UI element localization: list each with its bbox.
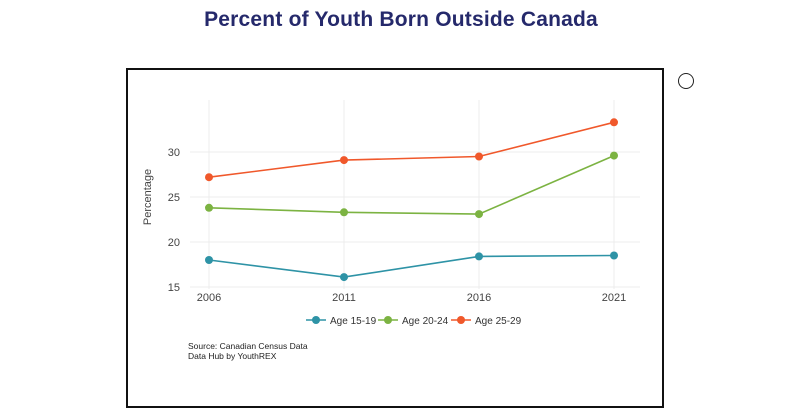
series-line-2 [208, 154, 615, 215]
data-point[interactable] [475, 152, 483, 161]
y-tick-label: 25 [168, 192, 180, 204]
legend-label[interactable]: Age 15-19 [330, 316, 377, 327]
axis-labels: 15 20 25 30 2006 2011 2016 2021 [168, 147, 626, 304]
x-tick-label: 2006 [197, 292, 221, 304]
y-tick-label: 20 [168, 237, 180, 249]
y-tick-label: 30 [168, 147, 180, 159]
data-point[interactable] [610, 118, 618, 127]
chart-frame [126, 68, 664, 408]
series-line-3 [208, 121, 615, 178]
data-point[interactable] [205, 173, 213, 182]
y-axis-label: Percentage [142, 169, 154, 225]
legend: Age 15-19 Age 20-24 Age 25-29 [306, 316, 522, 327]
x-tick-label: 2016 [467, 292, 491, 304]
legend-marker [312, 316, 320, 324]
series-lines [205, 118, 618, 282]
y-tick-label: 15 [168, 282, 180, 294]
data-point[interactable] [610, 251, 618, 260]
data-point[interactable] [340, 208, 348, 217]
grid-lines [190, 100, 640, 289]
x-tick-label: 2021 [602, 292, 626, 304]
source-line-2: Data Hub by YouthREX [188, 351, 277, 361]
data-point[interactable] [475, 252, 483, 261]
data-point[interactable] [205, 203, 213, 212]
series-line-1 [208, 254, 615, 278]
data-point[interactable] [205, 256, 213, 264]
radio-toggle[interactable] [678, 73, 694, 89]
source-line-1: Source: Canadian Census Data [188, 341, 308, 351]
data-point[interactable] [340, 273, 348, 282]
legend-marker [384, 316, 392, 324]
data-point[interactable] [340, 156, 348, 165]
legend-label[interactable]: Age 20-24 [402, 316, 449, 327]
x-tick-label: 2011 [332, 292, 356, 304]
data-point[interactable] [610, 151, 618, 160]
legend-marker [457, 316, 465, 324]
chart-page-title: Percent of Youth Born Outside Canada [204, 8, 598, 31]
legend-label[interactable]: Age 25-29 [475, 316, 522, 327]
data-point[interactable] [475, 210, 483, 219]
